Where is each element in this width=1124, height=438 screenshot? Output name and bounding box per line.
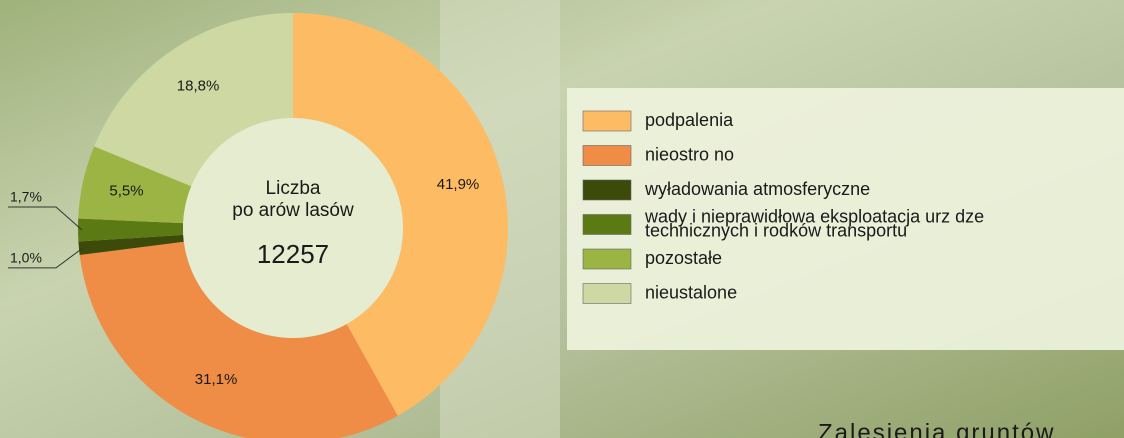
legend-label: nieostro no xyxy=(645,144,734,164)
legend-box xyxy=(567,88,1124,350)
slice xyxy=(79,241,398,438)
legend-swatch xyxy=(582,179,632,201)
legend-swatch xyxy=(582,145,632,166)
data-label: 31,1% xyxy=(195,371,238,388)
legend-label: nieustalone xyxy=(645,282,737,302)
data-label: 5,5% xyxy=(109,182,143,199)
data-label: 41,9% xyxy=(437,176,480,193)
legend-label: wyładowania atmosferyczne xyxy=(644,179,870,199)
legend-swatch xyxy=(582,214,632,235)
donut: 41,9% 31,1% 1,0% 1,7% 5,5% 18,8% Liczba po arów… xyxy=(8,13,509,438)
data-label: 1,0% xyxy=(10,250,42,266)
data-label: 18,8% xyxy=(177,77,220,94)
footer-text: Zalesienia gruntów xyxy=(818,419,1055,438)
slice xyxy=(94,13,293,187)
slice xyxy=(77,218,184,242)
slice xyxy=(78,146,192,224)
slice xyxy=(78,234,184,255)
leader-line xyxy=(8,247,84,269)
legend-label: pozostałe xyxy=(645,248,722,268)
donut-hole xyxy=(183,118,403,338)
legend-swatch xyxy=(582,248,632,270)
slice xyxy=(293,13,509,416)
legend-label: podpalenia xyxy=(645,110,734,130)
legend-swatch xyxy=(582,283,632,304)
data-label: 1,7% xyxy=(10,189,42,205)
center-label: Liczba po arów lasów xyxy=(232,178,354,221)
leader-line xyxy=(8,206,83,231)
center-value: 12257 xyxy=(257,239,329,269)
legend-swatch xyxy=(582,110,632,132)
legend-label: wady i nieprawidłowa eksploatacja urz dz… xyxy=(644,206,984,240)
